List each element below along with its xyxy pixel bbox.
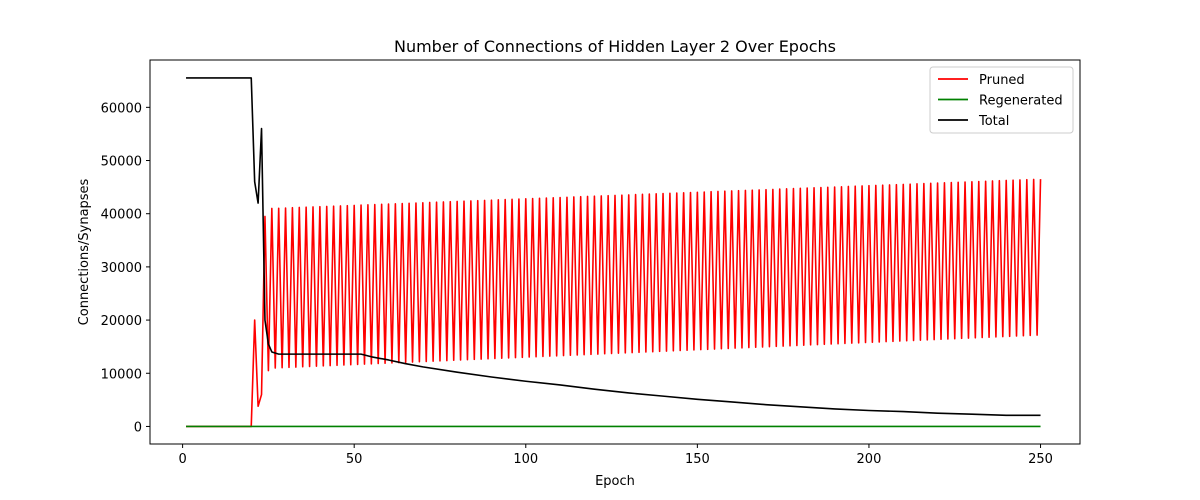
y-tick-label: 40000 <box>101 208 142 223</box>
legend: Pruned Regenerated Total <box>929 66 1074 134</box>
plot-area-frame <box>149 59 1081 445</box>
y-tick-label: 50000 <box>101 155 142 170</box>
x-tick-label: 100 <box>513 452 538 467</box>
legend-label-total: Total <box>978 114 1009 129</box>
y-tick-label: 60000 <box>101 101 142 116</box>
x-axis: 0 50 100 150 200 250 <box>178 444 1053 467</box>
x-tick-label: 200 <box>857 452 882 467</box>
y-tick-label: 30000 <box>101 261 142 276</box>
legend-label-regenerated: Regenerated <box>979 94 1063 109</box>
x-tick-label: 150 <box>685 452 710 467</box>
x-tick-label: 0 <box>178 452 186 467</box>
series-layer <box>186 77 1042 428</box>
x-tick-label: 50 <box>346 452 363 467</box>
x-axis-label: Epoch <box>595 474 635 489</box>
y-axis-label: Connections/Synapses <box>77 178 92 325</box>
x-tick-label: 250 <box>1028 452 1053 467</box>
chart-title: Number of Connections of Hidden Layer 2 … <box>394 37 836 56</box>
y-tick-label: 0 <box>134 420 142 435</box>
series-line-pruned <box>186 178 1042 428</box>
y-tick-label: 20000 <box>101 314 142 329</box>
y-tick-label: 10000 <box>101 367 142 382</box>
legend-label-pruned: Pruned <box>979 73 1025 88</box>
y-axis: 0 10000 20000 30000 40000 50000 60000 <box>101 101 150 435</box>
legend-frame <box>929 66 1074 134</box>
series-line-total <box>186 77 1041 417</box>
